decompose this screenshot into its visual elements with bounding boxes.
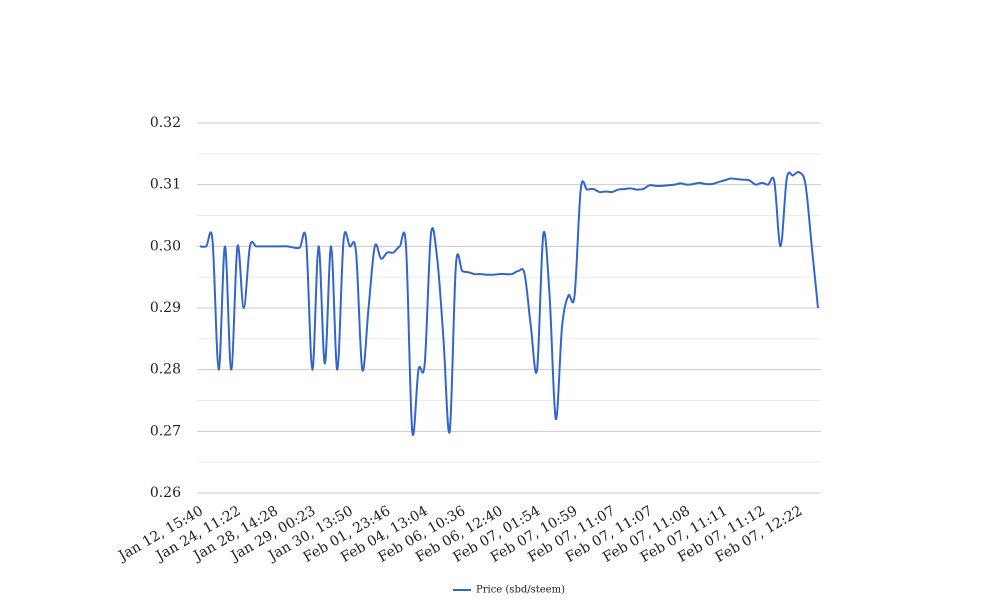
- y-tick-label: 0.30: [150, 238, 181, 254]
- y-tick-label: 0.32: [150, 115, 181, 131]
- y-tick-label: 0.31: [150, 177, 181, 193]
- y-tick-label: 0.27: [150, 423, 181, 439]
- legend-label: Price (sbd/steem): [476, 585, 565, 596]
- price-line: [199, 170, 819, 436]
- y-tick-label: 0.29: [150, 300, 181, 316]
- y-tick-label: 0.28: [150, 362, 181, 378]
- y-tick-label: 0.26: [150, 485, 181, 501]
